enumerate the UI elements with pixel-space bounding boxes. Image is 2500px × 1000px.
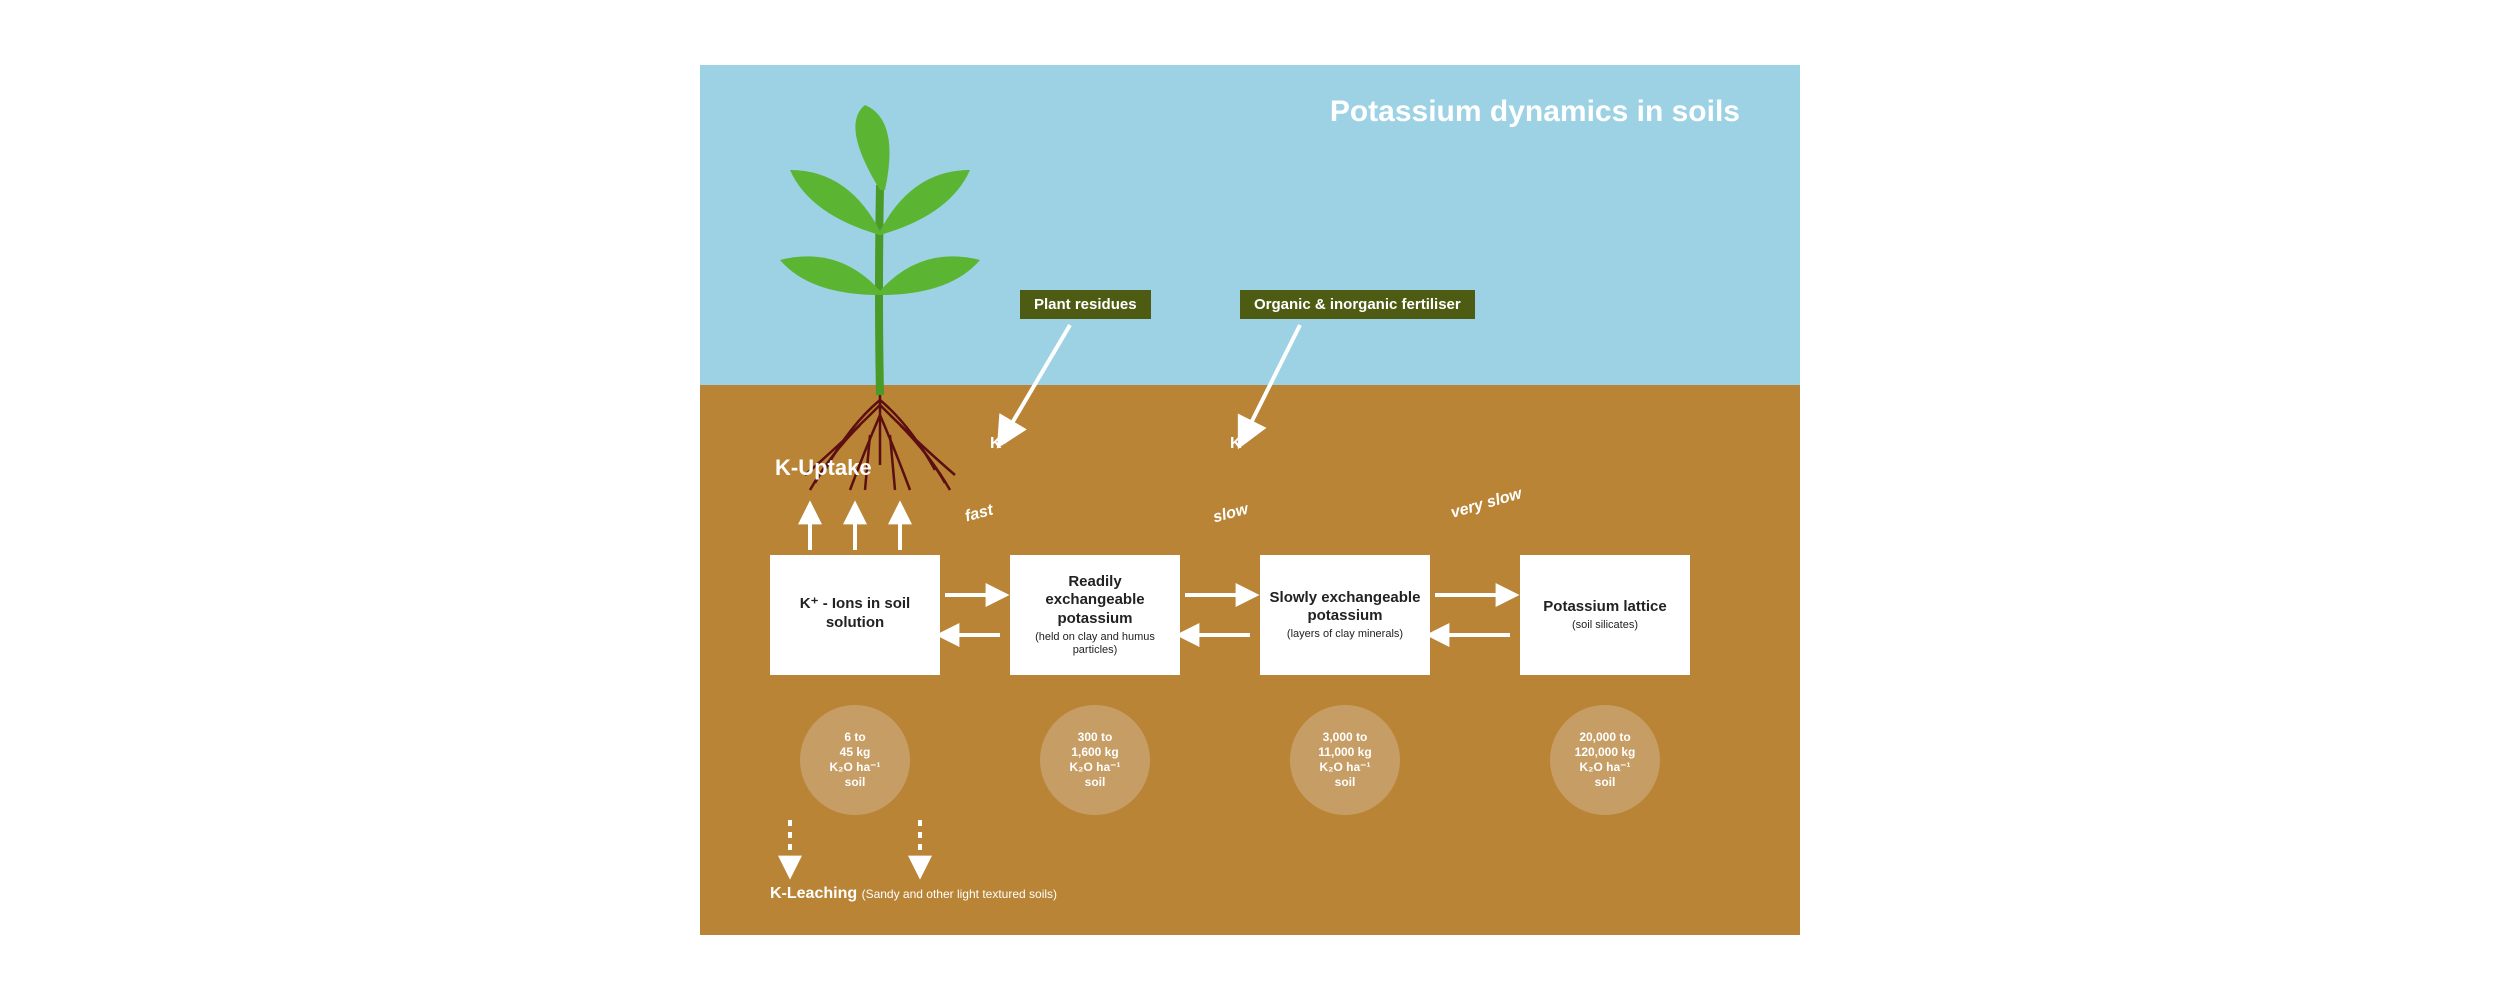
k-ion-label-2: K⁺ [1230, 433, 1250, 453]
k-uptake-label: K-Uptake [775, 455, 872, 481]
fertiliser-badge: Organic & inorganic fertiliser [1240, 290, 1475, 319]
amount-circle-1: 300 to 1,600 kg K₂O ha⁻¹ soil [1040, 705, 1150, 815]
amount-circle-3: 20,000 to 120,000 kg K₂O ha⁻¹ soil [1550, 705, 1660, 815]
pool-box-slowly-exchangeable: Slowly exchangeable potassium (layers of… [1260, 555, 1430, 675]
pool-box-lattice: Potassium lattice (soil silicates) [1520, 555, 1690, 675]
pool-sub: (layers of clay minerals) [1287, 628, 1403, 641]
pool-box-readily-exchangeable: Readily exchangeable potassium (held on … [1010, 555, 1180, 675]
potassium-dynamics-diagram: Potassium dynamics in soils Plant resi [700, 65, 1800, 935]
pool-title: Slowly exchangeable potassium [1268, 589, 1422, 627]
pool-title: K⁺ - Ions in soil solution [778, 595, 932, 633]
pool-title: Potassium lattice [1543, 598, 1666, 617]
plant-residues-badge: Plant residues [1020, 290, 1151, 319]
k-ion-label-1: K⁺ [990, 433, 1010, 453]
amount-circle-0: 6 to 45 kg K₂O ha⁻¹ soil [800, 705, 910, 815]
diagram-title: Potassium dynamics in soils [1330, 95, 1740, 129]
k-leaching-label: K-Leaching (Sandy and other light textur… [770, 885, 1057, 903]
plant-icon [770, 95, 990, 495]
amount-circle-2: 3,000 to 11,000 kg K₂O ha⁻¹ soil [1290, 705, 1400, 815]
pool-title: Readily exchangeable potassium [1018, 573, 1172, 629]
pool-box-soil-solution: K⁺ - Ions in soil solution [770, 555, 940, 675]
pool-sub: (soil silicates) [1572, 619, 1638, 632]
pool-sub: (held on clay and humus particles) [1018, 631, 1172, 657]
